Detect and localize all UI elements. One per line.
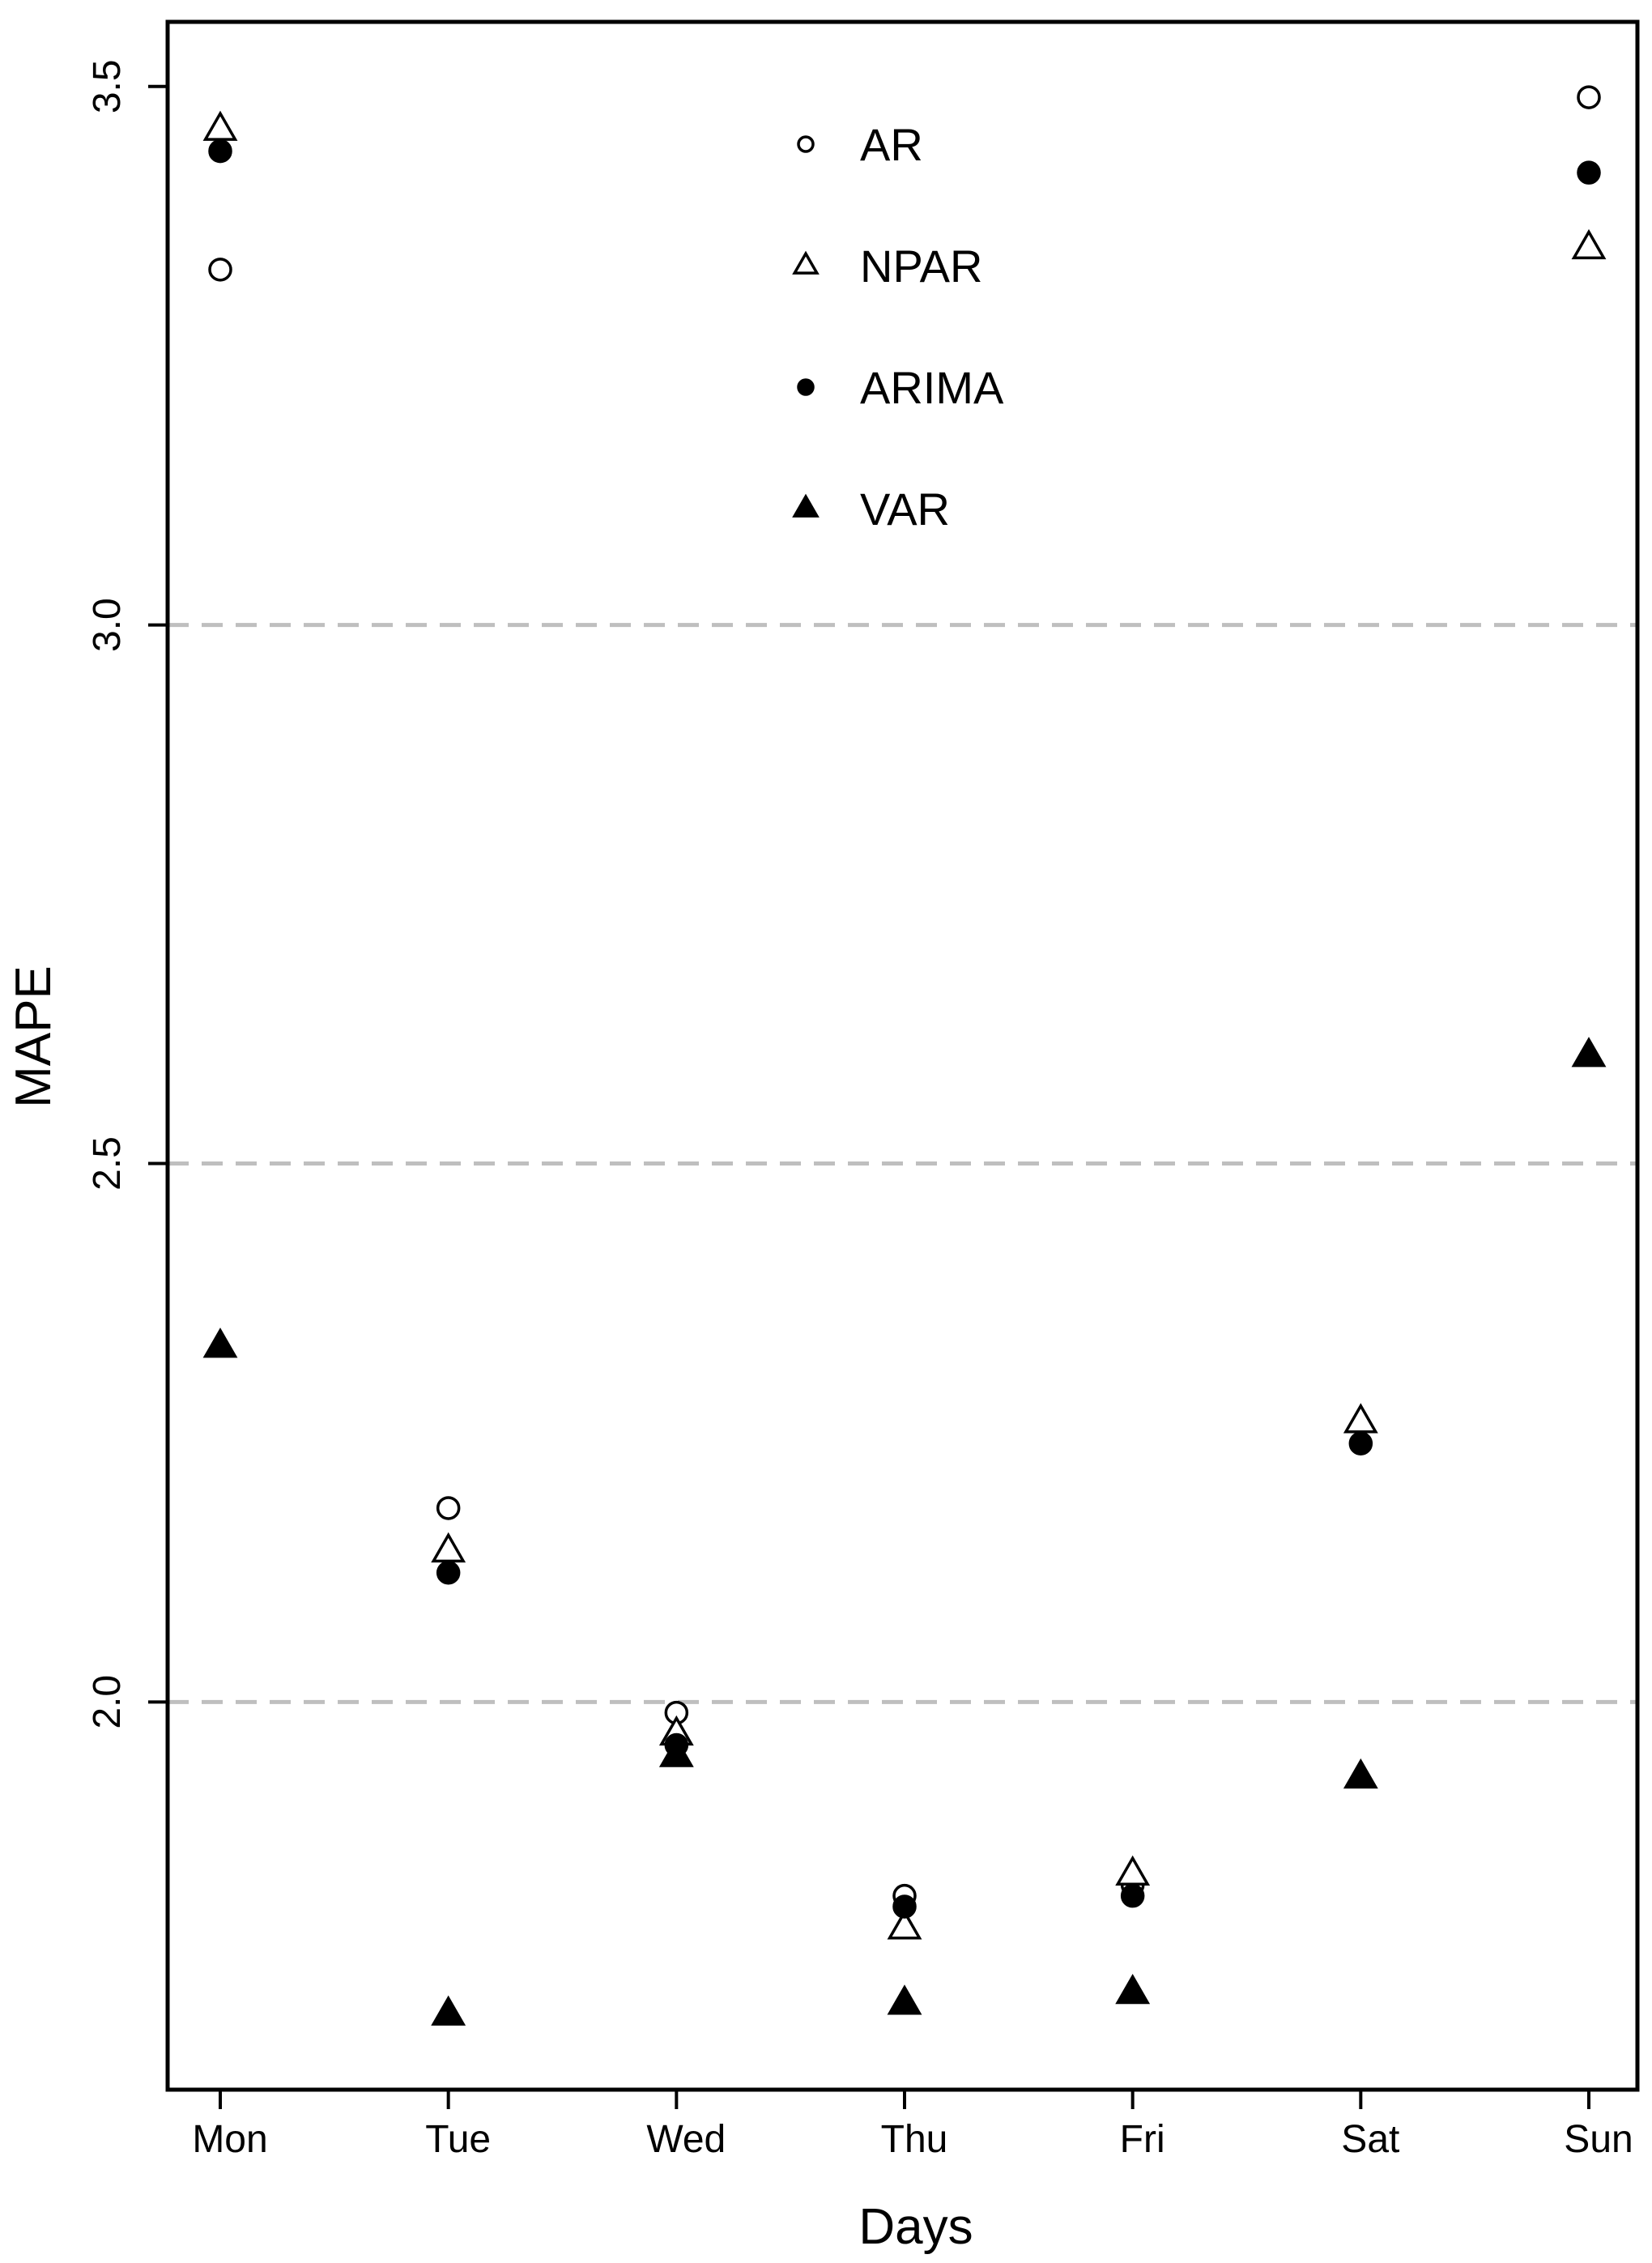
point-npar-tue	[431, 1532, 466, 1563]
point-var-sat	[1343, 1758, 1378, 1789]
point-ar-sun	[1577, 85, 1601, 109]
x-tick-label: Sat	[1341, 2118, 1399, 2161]
point-arima-tue	[436, 1561, 461, 1585]
point-arima-sun	[1577, 160, 1601, 185]
point-npar-fri	[1115, 1855, 1151, 1886]
gridlines	[168, 623, 1637, 1704]
x-tick-label: Tue	[425, 2118, 491, 2161]
point-npar-mon	[202, 110, 238, 141]
legend: AR NPAR ARIMA VAR	[792, 119, 1004, 535]
point-var-mon	[202, 1328, 238, 1358]
legend-marker-var	[792, 493, 820, 518]
point-npar-thu	[887, 1909, 922, 1940]
legend-marker-ar	[797, 135, 815, 153]
point-arima-sat	[1348, 1431, 1373, 1455]
legend-label: VAR	[860, 484, 950, 535]
series-var	[202, 1037, 1607, 2026]
series-ar	[208, 85, 1601, 1908]
legend-label: ARIMA	[860, 362, 1004, 413]
point-npar-sun	[1571, 228, 1607, 260]
legend-item-ar: AR	[797, 119, 923, 170]
point-ar-tue	[436, 1496, 461, 1520]
x-tick-label: Thu	[881, 2118, 948, 2161]
point-arima-mon	[208, 139, 232, 164]
x-tick-label: Mon	[192, 2118, 267, 2161]
point-var-wed	[658, 1737, 694, 1767]
legend-item-npar: NPAR	[792, 241, 982, 292]
y-tick-label: 2.5	[86, 1136, 129, 1191]
point-arima-fri	[1120, 1883, 1145, 1908]
point-var-tue	[431, 1995, 466, 2026]
x-tick-label: Sun	[1564, 2118, 1633, 2161]
y-tick-label: 2.0	[86, 1675, 129, 1729]
x-tick-label: Fri	[1120, 2118, 1165, 2161]
point-arima-thu	[892, 1894, 917, 1919]
legend-marker-npar	[792, 250, 820, 275]
plot-frame	[165, 19, 1640, 2092]
point-var-thu	[887, 1984, 922, 2015]
data-points	[202, 85, 1607, 2026]
y-tick-label: 3.5	[86, 59, 129, 113]
y-tick-label: 3.0	[86, 598, 129, 652]
x-axis-title: Days	[858, 2199, 973, 2255]
point-npar-sat	[1343, 1403, 1378, 1434]
point-var-fri	[1115, 1973, 1151, 2005]
legend-item-arima: ARIMA	[797, 362, 1004, 413]
point-ar-mon	[208, 258, 232, 282]
legend-marker-arima	[797, 378, 815, 396]
legend-item-var: VAR	[792, 484, 950, 535]
point-var-sun	[1571, 1037, 1607, 1068]
x-axis: Mon Tue Wed Thu Fri Sat Sun	[192, 2090, 1633, 2161]
y-axis-title: MAPE	[6, 965, 62, 1108]
x-tick-label: Wed	[646, 2118, 726, 2161]
y-axis: 2.0 2.5 3.0 3.5	[86, 59, 168, 1729]
legend-label: AR	[860, 119, 923, 170]
legend-label: NPAR	[860, 241, 982, 292]
